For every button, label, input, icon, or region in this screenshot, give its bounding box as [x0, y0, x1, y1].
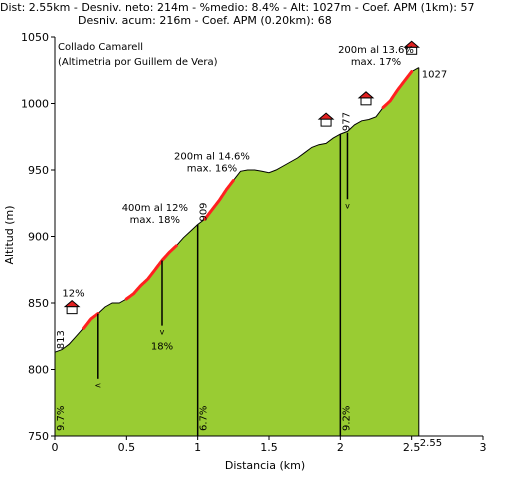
- y-tick-label: 900: [28, 231, 49, 244]
- marker-symbol: <: [94, 381, 101, 390]
- annotation-text: 400m al 12%: [122, 203, 188, 214]
- y-axis-label: Altitud (m): [3, 205, 16, 264]
- annotation-text: max. 17%: [351, 57, 401, 68]
- altitude-label: 813: [56, 330, 67, 349]
- segment-gradient-label: 9.2%: [341, 406, 352, 431]
- x-tick-label: 0.5: [118, 441, 136, 454]
- y-tick-label: 800: [28, 364, 49, 377]
- annotation-text: max. 18%: [130, 215, 180, 226]
- profile-area: [55, 67, 419, 436]
- house-roof-icon: [403, 40, 421, 48]
- profile-line: [54, 67, 420, 353]
- house-icon: [320, 118, 332, 127]
- x-tick-label: 3: [480, 441, 487, 454]
- y-tick-label: 1000: [21, 98, 49, 111]
- steep-segment: [82, 312, 100, 330]
- chart-title: Collado Camarell: [58, 42, 143, 53]
- plot-area: 750 800 850 900 950 1000 1050 0 0.5 1 1.5 2 2.5 3 2.55…: [21, 31, 487, 454]
- segment-gradient-label: 6.7%: [199, 406, 210, 431]
- steep-segment: [381, 70, 414, 109]
- segment-gradient-label: 9.7%: [56, 406, 67, 431]
- header-line-1: Dist: 2.55km - Desniv. neto: 214m - %med…: [0, 1, 474, 14]
- annotation-text: 12%: [62, 288, 84, 299]
- steep-segment: [124, 244, 178, 301]
- x-tick-label: 1.5: [260, 441, 278, 454]
- annotation-text: 200m al 14.6%: [174, 151, 250, 162]
- marker-symbol: v: [345, 201, 350, 210]
- house-roof-icon: [317, 112, 335, 120]
- x-tick-label: 0: [52, 441, 59, 454]
- x-axis-label: Distancia (km): [225, 459, 305, 472]
- header-line-2: Desniv. acum: 216m - Coef. APM (0.20km):…: [78, 14, 332, 27]
- x-tick-label: 1: [194, 441, 201, 454]
- marker-label: 18%: [151, 342, 173, 353]
- x-end-label: 2.55: [420, 438, 442, 449]
- altitude-label: 909: [199, 202, 210, 221]
- end-altitude-label: 1027: [422, 70, 447, 81]
- annotation-text: max. 16%: [187, 163, 237, 174]
- house-icon: [360, 97, 372, 106]
- house-roof-icon: [357, 91, 375, 99]
- altitude-label: 977: [341, 112, 352, 131]
- marker-symbol: v: [160, 328, 165, 337]
- y-tick-label: 950: [28, 164, 49, 177]
- annotation-text: 200m al 13.6%: [338, 45, 414, 56]
- house-icon: [66, 306, 78, 315]
- chart-subtitle: (Altimetria por Guillem de Vera): [58, 57, 218, 68]
- steep-segment: [203, 179, 235, 221]
- x-tick-label: 2: [337, 441, 344, 454]
- y-tick-label: 850: [28, 297, 49, 310]
- house-roof-icon: [63, 299, 81, 308]
- x-tick-label: 2.5: [403, 441, 421, 454]
- y-tick-label: 750: [28, 430, 49, 443]
- y-tick-label: 1050: [21, 31, 49, 44]
